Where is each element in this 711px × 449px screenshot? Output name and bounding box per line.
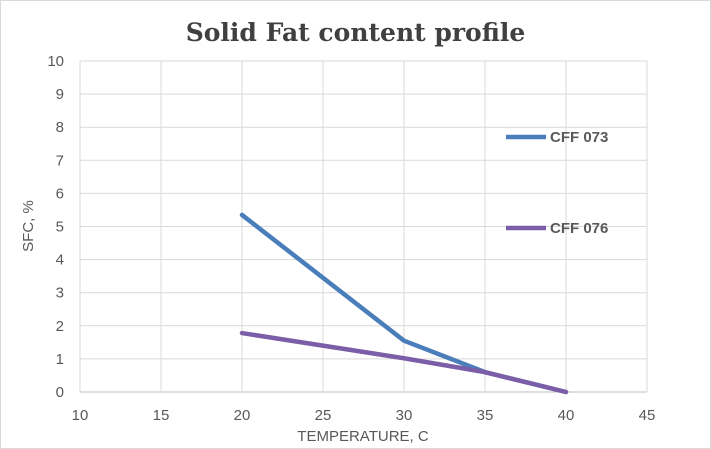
x-tick-label: 20 — [234, 407, 251, 424]
series-lines — [239, 212, 569, 395]
y-tick-label: 9 — [56, 86, 64, 103]
y-tick-label: 4 — [56, 252, 64, 269]
legend-label: CFF 076 — [550, 220, 608, 237]
legend-label: CFF 073 — [550, 129, 608, 146]
y-tick-label: 1 — [56, 351, 64, 368]
x-tick-label: 30 — [396, 407, 413, 424]
y-tick-label: 8 — [56, 119, 64, 136]
x-tick-label: 15 — [153, 407, 170, 424]
x-tick-labels: 10 15 20 25 30 35 40 45 — [72, 407, 656, 424]
y-axis-label: SFC, % — [20, 200, 37, 252]
x-tick-label: 40 — [558, 407, 575, 424]
y-tick-label: 5 — [56, 219, 64, 236]
grid-lines — [79, 60, 648, 393]
x-tick-label: 25 — [315, 407, 332, 424]
y-tick-label: 2 — [56, 318, 64, 335]
y-tick-label: 10 — [47, 53, 64, 70]
y-tick-label: 3 — [56, 285, 64, 302]
x-tick-label: 10 — [72, 407, 89, 424]
chart-title: Solid Fat content profile — [185, 18, 526, 47]
legend: CFF 073 CFF 076 — [506, 129, 608, 237]
series-line — [239, 330, 569, 395]
y-tick-label: 7 — [56, 152, 64, 169]
x-tick-label: 35 — [477, 407, 494, 424]
x-tick-label: 45 — [639, 407, 656, 424]
y-tick-labels: 0 1 2 3 4 5 6 7 8 9 10 — [47, 53, 64, 401]
y-tick-label: 6 — [56, 185, 64, 202]
x-axis-label: TEMPERATURE, C — [297, 428, 429, 445]
y-tick-label: 0 — [56, 384, 64, 401]
